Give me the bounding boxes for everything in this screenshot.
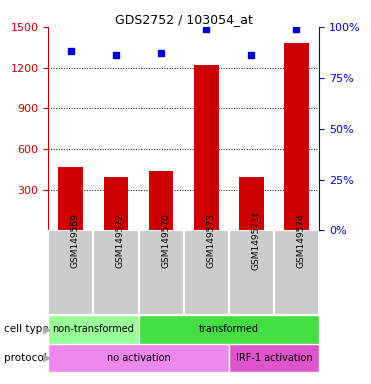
Text: ▶: ▶ (43, 324, 51, 334)
Title: GDS2752 / 103054_at: GDS2752 / 103054_at (115, 13, 253, 26)
Text: no activation: no activation (106, 353, 170, 363)
Text: transformed: transformed (199, 324, 259, 334)
Text: GSM149574: GSM149574 (296, 213, 305, 268)
FancyBboxPatch shape (93, 230, 138, 315)
FancyBboxPatch shape (274, 230, 319, 315)
Text: cell type: cell type (4, 324, 48, 334)
FancyBboxPatch shape (48, 230, 93, 315)
Text: GSM149572: GSM149572 (116, 213, 125, 268)
FancyBboxPatch shape (184, 230, 229, 315)
Bar (149, 171, 174, 230)
Bar (194, 65, 219, 230)
Bar (58, 167, 83, 230)
Bar (48, 315, 138, 344)
Text: non-transformed: non-transformed (52, 324, 134, 334)
Text: GSM149569: GSM149569 (71, 213, 80, 268)
Text: GSM149570: GSM149570 (161, 213, 170, 268)
Text: protocol: protocol (4, 353, 46, 363)
Bar (104, 177, 128, 230)
Bar (229, 344, 319, 372)
Bar (239, 177, 264, 230)
Text: ▶: ▶ (43, 353, 51, 363)
Text: GSM149573: GSM149573 (206, 213, 215, 268)
Bar (138, 315, 319, 344)
Text: GSM149571t: GSM149571t (252, 211, 260, 270)
FancyBboxPatch shape (229, 230, 274, 315)
Bar (284, 43, 309, 230)
FancyBboxPatch shape (138, 230, 184, 315)
Text: IRF-1 activation: IRF-1 activation (236, 353, 312, 363)
Bar (48, 344, 229, 372)
